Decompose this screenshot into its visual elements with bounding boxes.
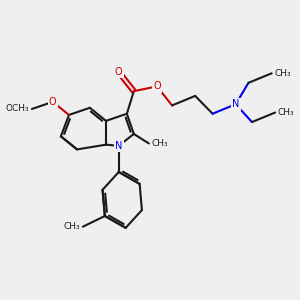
Text: CH₃: CH₃: [63, 222, 80, 231]
Text: CH₃: CH₃: [274, 69, 291, 78]
Text: O: O: [153, 81, 161, 92]
Text: CH₃: CH₃: [278, 108, 295, 117]
Text: CH₃: CH₃: [152, 139, 168, 148]
Text: OCH₃: OCH₃: [5, 104, 29, 113]
Text: N: N: [115, 141, 122, 151]
Text: N: N: [232, 99, 239, 109]
Text: O: O: [49, 97, 57, 107]
Text: O: O: [115, 67, 123, 77]
